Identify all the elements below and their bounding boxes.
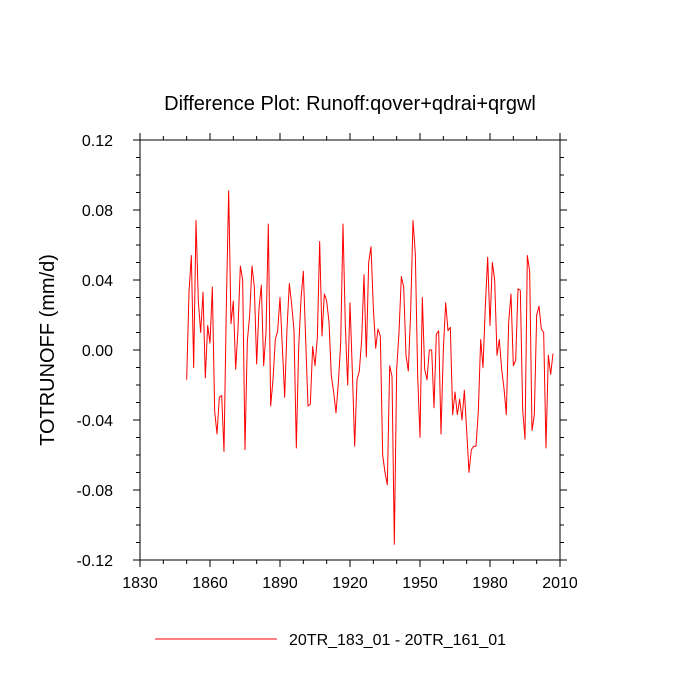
series-group [186,190,554,545]
chart-title: Difference Plot: Runoff:qover+qdrai+qrgw… [164,93,536,115]
y-tick-label: 0.12 [82,133,113,150]
legend-label: 20TR_183_01 - 20TR_161_01 [289,632,506,649]
axis-ticks [133,133,567,567]
y-tick-label: 0.00 [82,343,113,360]
y-tick-label: -0.12 [77,553,114,570]
x-tick-label: 1890 [262,575,298,592]
x-tick-label: 1950 [402,575,438,592]
x-tick-label: 1830 [122,575,158,592]
y-tick-label: 0.04 [82,273,113,290]
legend: 20TR_183_01 - 20TR_161_01 [155,632,506,649]
x-tick-label: 1980 [472,575,508,592]
y-tick-label: 0.08 [82,203,113,220]
y-tick-label: -0.08 [77,483,114,500]
y-axis-label: TOTRUNOFF (mm/d) [37,254,59,446]
x-tick-label: 1920 [332,575,368,592]
x-tick-label: 2010 [542,575,578,592]
axis-tick-labels: 1830 1860 1890 1920 1950 1980 2010 -0.12 -0.08 -0… [77,133,578,592]
y-tick-label: -0.04 [77,413,114,430]
series-line-0 [186,190,554,545]
x-tick-label: 1860 [192,575,228,592]
